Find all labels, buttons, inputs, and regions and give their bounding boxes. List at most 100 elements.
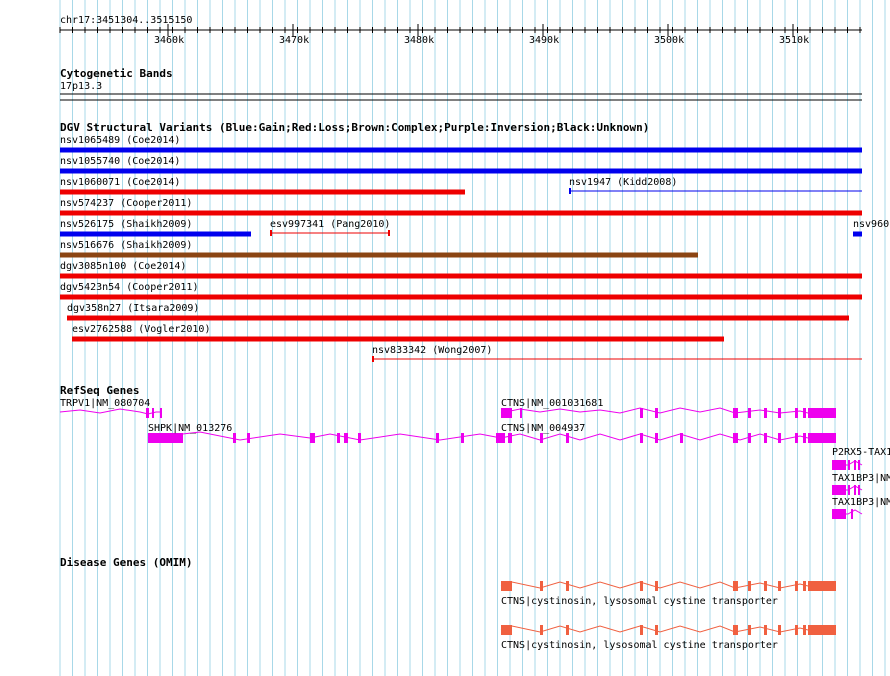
variant-bar — [60, 252, 698, 258]
gene-trpv1-exon — [160, 408, 162, 418]
gene-label[interactable]: TAX1BP3|NM — [832, 497, 890, 508]
gene-ctns-1-exon — [795, 408, 798, 418]
omim-ctns-1-exon — [803, 581, 806, 591]
omim-ctns-2-exon — [640, 625, 643, 635]
omim-ctns-2-exon — [501, 625, 512, 635]
gene-label[interactable]: TAX1BP3|NM — [832, 473, 890, 484]
variant-bar — [60, 294, 862, 300]
omim-track-title: Disease Genes (OMIM) — [60, 556, 193, 569]
gene-tax1bp3-1-exon — [832, 485, 846, 495]
gene-label[interactable]: CTNS|NM_001031681 — [501, 398, 604, 409]
ruler-tick-label: 3490k — [529, 35, 560, 46]
omim-ctns-2-exon — [764, 625, 767, 635]
gene-p2rx5-exon — [832, 460, 846, 470]
gene-shpk-exon — [344, 433, 348, 443]
gene-ctns-2-intron — [500, 433, 809, 441]
gene-ctns-1-exon — [778, 408, 781, 418]
disease-gene-label[interactable]: CTNS|cystinosin, lysosomal cystine trans… — [501, 596, 778, 607]
variant-label[interactable]: nsv1065489 (Coe2014) — [60, 135, 181, 146]
omim-ctns-1-exon — [808, 581, 836, 591]
refseq-track-title: RefSeq Genes — [60, 384, 140, 397]
disease-gene-label[interactable]: CTNS|cystinosin, lysosomal cystine trans… — [501, 640, 778, 651]
gene-tax1bp3-1-exon — [854, 485, 856, 495]
variant-label[interactable]: dgv358n27 (Itsara2009) — [67, 303, 200, 314]
variant-bar — [853, 231, 862, 237]
variant-label[interactable]: nsv1947 (Kidd2008) — [569, 177, 678, 188]
gene-trpv1-intron — [59, 408, 162, 415]
ruler-tick-label: 3510k — [779, 35, 810, 46]
gene-ctns-2-exon — [655, 433, 658, 443]
gene-ctns-2-exon — [764, 433, 767, 443]
gene-ctns-1-exon — [655, 408, 658, 418]
gene-label[interactable]: SHPK|NM_013276 — [148, 423, 233, 434]
gene-ctns-2-exon — [540, 433, 543, 443]
gene-label[interactable]: CTNS|NM_004937 — [501, 423, 586, 434]
omim-ctns-2-exon — [748, 625, 751, 635]
gene-shpk-intron — [147, 431, 502, 441]
gene-label[interactable]: TRPV1|NM_080704 — [60, 398, 151, 409]
gene-ctns-1-exon — [733, 408, 738, 418]
omim-ctns-1-exon — [655, 581, 658, 591]
omim-ctns-2-exon — [540, 625, 543, 635]
gene-ctns-2-exon — [566, 433, 569, 443]
omim-ctns-1-exon — [501, 581, 512, 591]
variant-bar — [60, 189, 465, 195]
gene-ctns-2-exon — [803, 433, 806, 443]
gene-shpk-exon — [358, 433, 361, 443]
gene-p2rx5-exon — [854, 460, 856, 470]
variant-bar — [60, 147, 862, 153]
gene-p2rx5-exon — [848, 460, 850, 470]
gene-ctns-2-exon — [808, 433, 836, 443]
gene-shpk-exon — [233, 433, 236, 443]
omim-ctns-1-exon — [733, 581, 738, 591]
variant-label[interactable]: esv2762588 (Vogler2010) — [72, 324, 211, 335]
ruler-tick-label: 3470k — [279, 35, 310, 46]
gene-ctns-2-exon — [795, 433, 798, 443]
gene-trpv1-exon — [152, 408, 154, 418]
gene-ctns-1-exon — [640, 408, 643, 418]
gene-trpv1-exon — [146, 408, 149, 418]
variant-label[interactable]: dgv3085n100 (Coe2014) — [60, 261, 187, 272]
omim-ctns-2-exon — [566, 625, 569, 635]
variant-bar — [60, 231, 251, 237]
omim-ctns-1-exon — [566, 581, 569, 591]
omim-ctns-1-exon — [540, 581, 543, 591]
variant-label[interactable]: nsv526175 (Shaikh2009) — [60, 219, 193, 230]
omim-ctns-2-intron — [500, 625, 809, 633]
gene-p2rx5-exon — [858, 460, 860, 470]
gene-shpk-exon — [337, 433, 340, 443]
variant-bar — [67, 315, 849, 321]
omim-ctns-2-exon — [733, 625, 738, 635]
gene-tax1bp3-2-exon — [851, 509, 853, 519]
variant-label[interactable]: esv997341 (Pang2010) — [270, 219, 391, 230]
variant-label[interactable]: nsv833342 (Wong2007) — [372, 345, 493, 356]
variant-label[interactable]: nsv1055740 (Coe2014) — [60, 156, 181, 167]
gene-shpk-exon — [436, 433, 439, 443]
cytoband-label[interactable]: 17p13.3 — [60, 81, 103, 92]
gene-ctns-1-exon — [520, 408, 522, 418]
omim-ctns-1-exon — [764, 581, 767, 591]
variant-label[interactable]: nsv516676 (Shaikh2009) — [60, 240, 193, 251]
omim-ctns-2-exon — [808, 625, 836, 635]
variant-label[interactable]: dgv5423n54 (Cooper2011) — [60, 282, 199, 293]
variant-label[interactable]: nsv574237 (Cooper2011) — [60, 198, 193, 209]
variant-label[interactable]: nsv960 — [853, 219, 890, 230]
ruler-position: chr17:3451304..3515150 — [60, 15, 193, 26]
dgv-track-title: DGV Structural Variants (Blue:Gain;Red:L… — [60, 121, 650, 134]
omim-ctns-2-exon — [803, 625, 806, 635]
gene-ctns-2-exon — [680, 433, 683, 443]
variant-bar — [72, 336, 724, 342]
gene-label[interactable]: P2RX5-TAX1 — [832, 447, 890, 458]
gene-ctns-1-exon — [803, 408, 806, 418]
gene-shpk-exon — [461, 433, 464, 443]
cytoband-track-title: Cytogenetic Bands — [60, 67, 173, 80]
gene-ctns-1-exon — [808, 408, 836, 418]
variant-bar — [60, 210, 862, 216]
variant-bar — [60, 168, 862, 174]
gene-shpk-exon — [148, 433, 183, 443]
gene-shpk-exon — [247, 433, 250, 443]
variant-label[interactable]: nsv1060071 (Coe2014) — [60, 177, 181, 188]
gene-ctns-2-exon — [508, 433, 512, 443]
ruler-tick-label: 3500k — [654, 35, 685, 46]
ruler-tick-label: 3480k — [404, 35, 435, 46]
